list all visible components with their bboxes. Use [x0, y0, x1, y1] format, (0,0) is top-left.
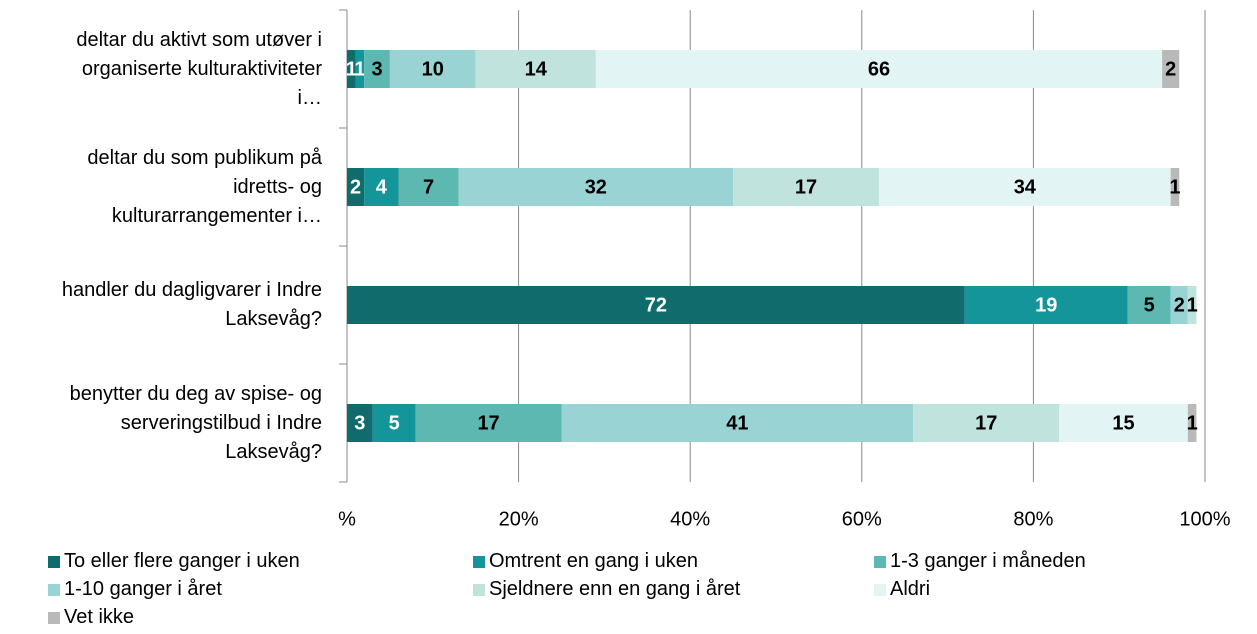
bar-segment	[372, 404, 416, 442]
bar-segment	[1170, 286, 1188, 324]
legend-label: Vet ikke	[64, 606, 135, 628]
data-label: 3	[354, 412, 365, 434]
bar-segment	[1170, 168, 1180, 206]
bar-segment	[347, 168, 365, 206]
bar-segment	[475, 50, 596, 88]
data-label: 17	[975, 412, 997, 434]
bar-segment	[1187, 404, 1197, 442]
data-label: 72	[645, 294, 667, 316]
data-label: 2	[1174, 294, 1185, 316]
bar-segment	[1127, 286, 1171, 324]
bar-segment	[733, 168, 879, 206]
data-label: 41	[726, 412, 748, 434]
data-label: 1	[354, 58, 365, 80]
data-label: 4	[376, 176, 388, 198]
legend-label: Aldri	[890, 578, 931, 600]
data-label: 7	[423, 176, 434, 198]
category-label: deltar du som publikum på idretts- og ku…	[87, 146, 322, 227]
bar-segment	[595, 50, 1163, 88]
bar-segment	[415, 404, 562, 442]
legend-swatch	[48, 583, 60, 596]
data-label: 5	[389, 412, 400, 434]
data-label: 2	[1165, 58, 1176, 80]
legend-swatch	[874, 555, 886, 568]
legend-item: Sjeldnere enn en gang i året	[473, 578, 740, 601]
bar-segment	[364, 168, 399, 206]
legend-label: 1-3 ganger i måneden	[890, 550, 1086, 572]
data-label: 34	[1014, 176, 1037, 198]
x-tick-label: %	[338, 508, 356, 530]
bar-segment	[398, 168, 459, 206]
bar-segment	[355, 50, 365, 88]
data-label: 1	[1187, 294, 1198, 316]
data-label: 3	[371, 58, 382, 80]
bar-segment	[347, 50, 356, 88]
data-label: 10	[422, 58, 444, 80]
data-label: 1	[1187, 412, 1198, 434]
bar-segment	[389, 50, 476, 88]
bar-segment	[964, 286, 1128, 324]
data-label: 17	[477, 412, 499, 434]
legend-label: To eller flere ganger i uken	[64, 550, 300, 572]
x-tick-label: 40%	[670, 508, 710, 530]
bar-segment	[561, 404, 914, 442]
legend-label: Omtrent en gang i uken	[489, 550, 699, 572]
x-tick-label: 60%	[842, 508, 882, 530]
data-label: 14	[525, 58, 548, 80]
bar-segment	[1059, 404, 1188, 442]
legend-item: Vet ikke	[48, 606, 134, 629]
legend-item: Omtrent en gang i uken	[473, 550, 698, 573]
legend-swatch	[48, 611, 60, 624]
category-label: deltar du aktivt som utøver i organisert…	[76, 28, 322, 109]
bar-segment	[347, 404, 373, 442]
bar-segment	[913, 404, 1060, 442]
data-label: 17	[795, 176, 817, 198]
legend-swatch	[473, 555, 485, 568]
bar-segment	[1187, 286, 1197, 324]
category-label: handler du dagligvarer i Indre Laksevåg?	[61, 279, 322, 330]
data-label: 1	[346, 58, 357, 80]
category-label: benytter du deg av spise- og serveringst…	[69, 382, 322, 463]
legend-item: 1-3 ganger i måneden	[874, 550, 1086, 573]
x-tick-label: 80%	[1013, 508, 1053, 530]
bar-segment	[364, 50, 390, 88]
data-label: 5	[1144, 294, 1155, 316]
legend-item: 1-10 ganger i året	[48, 578, 222, 601]
bar-segment	[347, 286, 965, 324]
legend-item: To eller flere ganger i uken	[48, 550, 300, 573]
bar-segment	[458, 168, 734, 206]
data-label: 15	[1112, 412, 1134, 434]
x-tick-label: 100%	[1179, 508, 1230, 530]
data-label: 19	[1035, 294, 1057, 316]
legend-swatch	[473, 583, 485, 596]
legend-swatch	[874, 583, 886, 596]
data-label: 1	[1169, 176, 1180, 198]
legend-label: 1-10 ganger i året	[64, 578, 222, 600]
data-label: 2	[350, 176, 361, 198]
data-label: 32	[585, 176, 607, 198]
x-tick-label: 20%	[499, 508, 539, 530]
bar-segment	[1162, 50, 1180, 88]
legend-item: Aldri	[874, 578, 930, 601]
legend-swatch	[48, 555, 60, 568]
bar-segment	[878, 168, 1171, 206]
legend-label: Sjeldnere enn en gang i året	[489, 578, 741, 600]
data-label: 66	[868, 58, 890, 80]
